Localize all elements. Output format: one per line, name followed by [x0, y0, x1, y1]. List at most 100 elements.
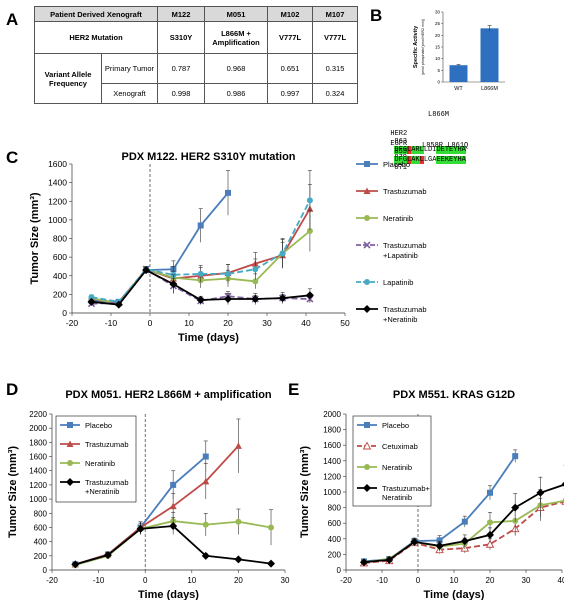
- residue: A: [411, 156, 416, 164]
- marker-diamond: [278, 294, 287, 303]
- residue: H: [457, 156, 462, 164]
- chart-title: PDX M551. KRAS G12D: [393, 389, 515, 401]
- legend-label: Trastuzumab: [85, 478, 129, 487]
- x-tick-label: -20: [46, 576, 58, 585]
- marker-diamond: [169, 280, 178, 289]
- residue: D: [436, 146, 441, 154]
- vaf-row-label: Variant Allele Frequency: [34, 53, 102, 104]
- marker-diamond: [410, 537, 419, 546]
- marker-circle: [67, 460, 73, 466]
- x-tick-label: 30: [262, 318, 272, 328]
- egfr-name: EGFR: [390, 140, 408, 148]
- marker-diamond: [169, 522, 178, 531]
- y-tick-label: 2200: [29, 410, 47, 419]
- marker-square: [364, 161, 370, 167]
- y-tick-label: 5: [437, 68, 440, 73]
- legend-label: +Neratinib: [85, 487, 119, 496]
- marker-circle: [487, 519, 493, 526]
- x-tick-label: 0: [148, 318, 153, 328]
- y-axis-label: Specific Activity: [413, 25, 419, 68]
- x-tick-label: 10: [187, 576, 196, 585]
- egfr-start: 855: [394, 148, 408, 156]
- marker-circle: [364, 279, 370, 285]
- marker-diamond: [71, 560, 80, 569]
- marker-circle: [235, 518, 242, 525]
- egfr-sequence: DFGLAKLLGAEEKEYHA: [394, 156, 466, 164]
- marker-circle: [252, 278, 259, 285]
- residue: E: [440, 156, 445, 164]
- y-tick-label: 0: [43, 566, 48, 575]
- residue: A: [432, 156, 437, 164]
- residue: G: [402, 156, 408, 164]
- table-row-label: Xenograft: [101, 83, 158, 104]
- marker-square: [170, 481, 177, 488]
- series-line: [363, 500, 564, 564]
- marker-circle: [306, 228, 313, 235]
- marker-square: [202, 453, 209, 460]
- table-cell: 0.997: [267, 83, 313, 104]
- marker-diamond: [435, 541, 444, 550]
- x-tick-label: 30: [522, 576, 531, 585]
- legend-label: Lapatinib: [383, 278, 413, 287]
- marker-diamond: [142, 266, 151, 275]
- x-tick-label: -10: [376, 576, 388, 585]
- chart-b: 0 5 10 15 20 25 30 WT L866M Specific Activity (pmo…: [413, 10, 505, 92]
- her2-start: 863: [394, 138, 408, 146]
- x-tick-label: -20: [66, 318, 79, 328]
- legend-label: Neratinib: [382, 463, 412, 472]
- table-cell: 0.986: [204, 83, 268, 104]
- alignment-bottom-labels: L858R L861Q: [422, 142, 468, 150]
- chart-c: PDX M122. HER2 S310Y mutation02004006008…: [29, 151, 427, 344]
- marker-diamond: [87, 297, 96, 306]
- legend-label: Trastuzumab+: [382, 484, 430, 493]
- table-cell: 0.787: [157, 53, 205, 84]
- her2-name: HER2: [390, 130, 408, 138]
- chart-title: PDX M051. HER2 L866M + amplification: [65, 389, 272, 401]
- marker-square: [364, 422, 370, 428]
- marker-square: [487, 489, 493, 496]
- chart-e: PDX M551. KRAS G12D020040060080010001200…: [299, 389, 564, 600]
- residue: L: [419, 156, 424, 164]
- marker-open-triangle: [485, 539, 495, 548]
- marker-diamond: [536, 488, 545, 497]
- bar-chart-b: 0 5 10 15 20 25 30 WT L866M Specific Activity (pmo…: [413, 10, 505, 92]
- y-axis-label: Tumor Size (mm³): [7, 446, 19, 538]
- table-model-header: M102: [267, 6, 313, 22]
- egfr-end: 871: [394, 164, 408, 172]
- residue: L: [407, 156, 412, 164]
- y-tick-label: 2000: [323, 410, 341, 419]
- residue: T: [444, 146, 450, 154]
- y-tick-label: 1400: [48, 178, 67, 188]
- marker-diamond: [136, 524, 145, 533]
- her2-sequence: DFGLARLLDIDETEYHA: [394, 146, 466, 154]
- legend-label: Trastuzumab: [383, 241, 427, 250]
- y-tick-label: 800: [53, 234, 67, 244]
- marker-diamond: [363, 484, 371, 492]
- table-cell: 0.651: [267, 53, 313, 84]
- y-tick-label: 400: [53, 271, 67, 281]
- residue: A: [461, 156, 466, 164]
- x-tick-label: 40: [301, 318, 311, 328]
- bar: [449, 65, 468, 82]
- x-tick-label: WT: [454, 86, 463, 92]
- table-model-header: M051: [204, 6, 268, 22]
- x-tick-label: 20: [223, 318, 233, 328]
- marker-diamond: [224, 295, 232, 304]
- y-tick-label: 10: [435, 56, 441, 61]
- y-tick-label: 0: [437, 80, 440, 85]
- marker-circle: [225, 270, 231, 277]
- residue: G: [402, 146, 408, 154]
- table-cell: 0.998: [157, 83, 205, 104]
- residue: E: [436, 156, 441, 164]
- residue: L: [423, 156, 429, 164]
- legend-label: Placebo: [85, 421, 112, 430]
- alignment-egfr-row: EGFR 855 DFGLAKLLGAEEKEYHA 871: [382, 132, 466, 172]
- marker-circle: [268, 524, 275, 531]
- marker-square: [512, 453, 519, 460]
- x-tick-label: 0: [416, 576, 421, 585]
- y-tick-label: 20: [435, 33, 441, 38]
- legend-label: +Neratinib: [383, 315, 417, 324]
- marker-triangle: [234, 442, 242, 449]
- y-tick-label: 800: [34, 509, 48, 518]
- panel-label-b: B: [370, 6, 383, 25]
